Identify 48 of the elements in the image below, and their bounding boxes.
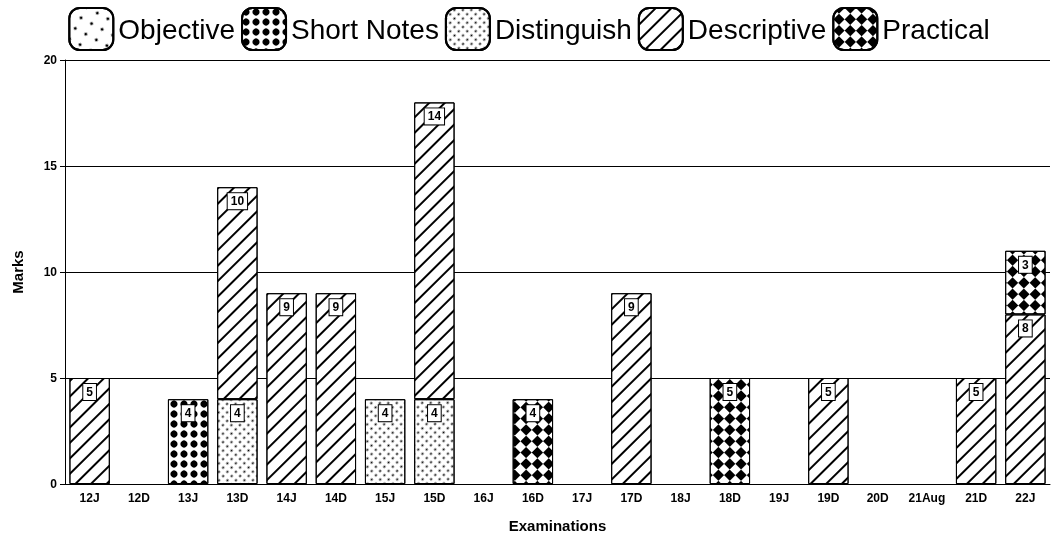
data-label: 9: [628, 300, 636, 315]
x-tick-label: 13D: [226, 491, 249, 505]
x-tick-label: 14J: [276, 491, 297, 505]
x-tick-label: 21D: [965, 491, 988, 505]
x-tick-label: 19J: [769, 491, 790, 505]
x-tick-label: 19D: [817, 491, 840, 505]
y-tick-label: 10: [43, 265, 58, 279]
x-tick-label: 18D: [718, 491, 742, 505]
data-label: 4: [529, 406, 537, 421]
x-tick-label: 17J: [572, 491, 593, 505]
data-label: 5: [825, 385, 833, 399]
data-label: 5: [972, 385, 980, 399]
data-label: 9: [283, 300, 291, 315]
legend-label: Objective: [118, 13, 236, 45]
y-tick-label: 15: [43, 159, 58, 173]
data-label: 4: [184, 406, 192, 421]
data-label: 3: [1022, 257, 1030, 272]
y-axis-title: Marks: [9, 250, 26, 294]
data-label: 10: [230, 194, 245, 209]
x-tick-label: 21Aug: [908, 491, 946, 505]
data-label: 8: [1022, 321, 1030, 336]
x-tick-label: 16D: [521, 491, 545, 505]
x-tick-label: 12J: [79, 491, 100, 505]
data-label: 5: [86, 385, 94, 399]
x-tick-label: 15D: [423, 491, 446, 505]
x-tick-label: 17D: [620, 491, 643, 505]
x-tick-label: 13J: [178, 491, 199, 505]
data-label: 4: [431, 406, 439, 421]
legend-label: Practical: [882, 13, 990, 45]
x-tick-label: 12D: [127, 491, 151, 505]
y-tick-label: 0: [50, 477, 58, 491]
legend-label: Descriptive: [687, 13, 827, 45]
x-tick-label: 22J: [1015, 491, 1036, 505]
x-tick-label: 20D: [866, 491, 889, 505]
data-label: 14: [427, 109, 442, 124]
legend-label: Distinguish: [494, 13, 632, 45]
x-tick-label: 18J: [670, 491, 691, 505]
x-tick-label: 16J: [473, 491, 494, 505]
y-tick-label: 20: [43, 53, 58, 67]
data-label: 4: [234, 406, 242, 421]
legend-label: Short Notes: [291, 13, 439, 45]
y-tick-label: 5: [50, 371, 58, 385]
x-axis-title: Examinations: [508, 517, 607, 534]
data-label: 4: [381, 406, 389, 421]
x-tick-label: 15J: [375, 491, 396, 505]
data-label: 9: [332, 300, 340, 315]
data-label: 5: [726, 385, 734, 399]
x-tick-label: 14D: [324, 491, 348, 505]
